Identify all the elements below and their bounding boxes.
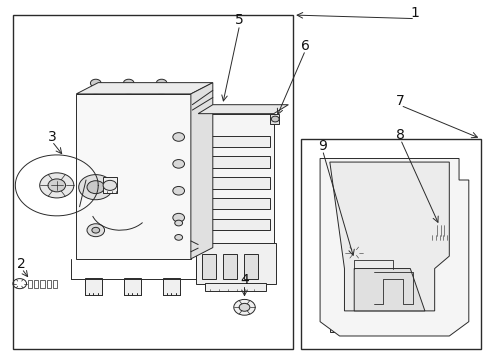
Polygon shape xyxy=(198,105,288,114)
Circle shape xyxy=(345,246,362,259)
Text: 6: 6 xyxy=(301,39,309,53)
Circle shape xyxy=(92,227,100,233)
Bar xyxy=(123,278,141,295)
Circle shape xyxy=(79,175,113,200)
Circle shape xyxy=(192,116,200,122)
Circle shape xyxy=(123,79,134,87)
Bar xyxy=(84,278,102,295)
Bar xyxy=(202,177,269,189)
Bar xyxy=(243,253,258,279)
Bar xyxy=(192,114,201,125)
Circle shape xyxy=(156,86,166,94)
Circle shape xyxy=(48,179,65,192)
Bar xyxy=(202,198,269,210)
Bar xyxy=(205,283,266,291)
Text: 5: 5 xyxy=(235,13,244,27)
Circle shape xyxy=(123,86,134,94)
Bar xyxy=(202,156,269,168)
Polygon shape xyxy=(329,162,448,311)
Circle shape xyxy=(271,116,279,122)
Bar xyxy=(46,280,51,288)
Circle shape xyxy=(156,79,166,87)
Bar xyxy=(13,15,293,348)
Circle shape xyxy=(172,186,184,195)
Bar xyxy=(202,219,269,230)
Circle shape xyxy=(90,86,101,94)
Text: 9: 9 xyxy=(317,139,326,153)
Text: 7: 7 xyxy=(395,94,404,108)
Bar xyxy=(195,243,276,284)
Circle shape xyxy=(239,303,249,311)
Circle shape xyxy=(172,159,184,168)
Circle shape xyxy=(437,292,450,302)
Text: 4: 4 xyxy=(240,273,248,287)
Bar xyxy=(162,278,180,295)
Polygon shape xyxy=(353,269,424,311)
Bar xyxy=(53,280,57,288)
Bar xyxy=(269,114,278,125)
Bar xyxy=(34,280,38,288)
Bar xyxy=(198,114,273,244)
Text: 2: 2 xyxy=(17,257,26,271)
Text: 8: 8 xyxy=(395,128,404,142)
Circle shape xyxy=(427,321,441,332)
Circle shape xyxy=(87,181,104,194)
Bar xyxy=(103,177,117,193)
Circle shape xyxy=(336,321,351,332)
Bar xyxy=(201,253,216,279)
Circle shape xyxy=(90,79,101,87)
Circle shape xyxy=(349,249,358,256)
Circle shape xyxy=(172,133,184,141)
Bar xyxy=(435,225,443,236)
Bar xyxy=(27,280,32,288)
Circle shape xyxy=(174,220,182,226)
Bar xyxy=(429,235,448,240)
Text: 3: 3 xyxy=(47,130,56,144)
Bar xyxy=(300,139,480,348)
Text: 1: 1 xyxy=(410,6,419,20)
Circle shape xyxy=(233,300,255,315)
Circle shape xyxy=(174,234,182,240)
Circle shape xyxy=(87,224,104,237)
Polygon shape xyxy=(190,83,212,259)
Polygon shape xyxy=(76,83,212,94)
Bar xyxy=(329,318,448,332)
Bar xyxy=(222,253,237,279)
Circle shape xyxy=(40,173,74,198)
Bar xyxy=(40,280,44,288)
Bar xyxy=(202,135,269,147)
Bar xyxy=(76,94,190,259)
Circle shape xyxy=(332,269,345,279)
Circle shape xyxy=(172,213,184,222)
Circle shape xyxy=(103,180,117,190)
Polygon shape xyxy=(320,158,468,336)
